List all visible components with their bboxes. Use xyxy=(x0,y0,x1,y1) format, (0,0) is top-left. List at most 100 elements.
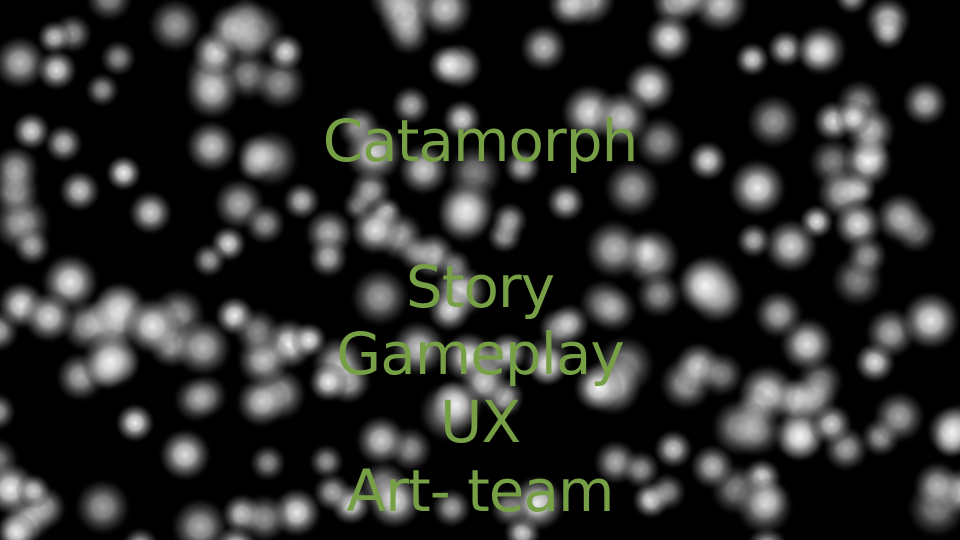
menu-item[interactable]: Art- team xyxy=(346,457,614,525)
bokeh-blob xyxy=(728,402,786,459)
bokeh-blob xyxy=(239,127,302,190)
bokeh-blob xyxy=(0,511,37,540)
bokeh-blob xyxy=(633,269,684,320)
bokeh-blob xyxy=(674,255,735,316)
bokeh-blob xyxy=(589,284,639,335)
bokeh-blob xyxy=(306,236,350,280)
bokeh-blob xyxy=(696,350,746,399)
bokeh-blob xyxy=(182,61,242,122)
bokeh-blob xyxy=(171,375,221,425)
bokeh-blob xyxy=(15,472,52,509)
bokeh-blob xyxy=(35,19,73,56)
bokeh-blob xyxy=(871,388,927,445)
bokeh-blob xyxy=(348,203,403,257)
bokeh-blob xyxy=(42,123,85,165)
bokeh-blob xyxy=(833,0,871,16)
bokeh-blob xyxy=(225,0,288,62)
bokeh-blob xyxy=(104,154,143,193)
bokeh-blob xyxy=(243,202,287,246)
bokeh-blob xyxy=(0,391,18,432)
bokeh-blob xyxy=(789,372,840,423)
menu-item[interactable]: Gameplay xyxy=(336,320,624,388)
bokeh-blob xyxy=(761,216,820,276)
bokeh-blob xyxy=(234,374,289,430)
bokeh-blob xyxy=(547,301,592,345)
bokeh-blob xyxy=(426,43,471,88)
bokeh-blob xyxy=(79,328,143,392)
bokeh-blob xyxy=(348,265,412,329)
bokeh-blob xyxy=(83,71,121,109)
menu-item[interactable]: Story xyxy=(405,253,555,321)
bokeh-blob xyxy=(248,443,288,483)
bokeh-blob xyxy=(10,110,52,152)
bokeh-blob xyxy=(733,40,771,78)
bokeh-blob xyxy=(592,88,652,148)
bokeh-blob xyxy=(121,295,183,357)
bokeh-blob xyxy=(572,362,624,414)
bokeh-blob xyxy=(544,181,587,224)
bokeh-blob xyxy=(502,146,543,187)
bokeh-blob xyxy=(899,289,960,353)
bokeh-blob xyxy=(384,9,433,58)
bokeh-blob xyxy=(146,0,205,55)
bokeh-blob xyxy=(490,200,530,240)
bokeh-blob xyxy=(83,0,135,24)
bokeh-blob xyxy=(665,0,715,21)
bokeh-blob xyxy=(311,471,353,513)
bokeh-blob xyxy=(426,287,473,334)
bokeh-blob xyxy=(518,22,570,74)
bokeh-blob xyxy=(545,0,595,29)
bokeh-blob xyxy=(11,226,53,267)
bokeh-blob xyxy=(744,92,803,151)
bokeh-blob xyxy=(72,477,133,537)
bokeh-blob xyxy=(365,472,424,531)
bokeh-blob xyxy=(98,38,138,78)
bokeh-blob xyxy=(436,247,473,284)
bokeh-blob xyxy=(440,98,483,141)
bokeh-blob xyxy=(686,139,729,183)
bokeh-blob xyxy=(169,496,231,540)
bokeh-blob xyxy=(57,168,102,214)
bokeh-blob xyxy=(726,157,789,219)
bokeh-blob xyxy=(395,232,436,273)
bokeh-blob xyxy=(601,158,663,220)
bokeh-blob xyxy=(428,377,485,434)
bokeh-blob xyxy=(281,180,322,222)
menu-item[interactable]: UX xyxy=(439,388,521,456)
bokeh-blob xyxy=(21,289,77,345)
bokeh-blob xyxy=(238,492,291,540)
bokeh-blob xyxy=(157,426,213,483)
bokeh-blob xyxy=(232,306,283,357)
bokeh-blob xyxy=(126,189,174,237)
bokeh-blob xyxy=(834,99,873,138)
bokeh-blob xyxy=(734,221,773,260)
bokeh-blob xyxy=(733,474,796,537)
bokeh-blob xyxy=(171,316,234,379)
bokeh-blob xyxy=(643,12,696,65)
bokeh-blob xyxy=(435,176,499,240)
bokeh-blob xyxy=(872,190,928,246)
bokeh-blob xyxy=(389,84,432,127)
bokeh-blob xyxy=(183,118,240,175)
bokeh-blob xyxy=(34,48,79,92)
bokeh-blob xyxy=(911,459,960,511)
bokeh-blob xyxy=(620,448,662,491)
bokeh-blob xyxy=(900,78,950,128)
bokeh-blob xyxy=(869,14,907,52)
game-title: Catamorph xyxy=(322,107,639,175)
bokeh-blob xyxy=(396,142,452,198)
bokeh-blob xyxy=(752,288,805,341)
bokeh-blob xyxy=(114,402,156,444)
bokeh-blob xyxy=(796,29,841,74)
bokeh-blob xyxy=(652,428,695,471)
bokeh-blob xyxy=(844,233,889,278)
bokeh-blob xyxy=(389,318,448,378)
bokeh-blob xyxy=(190,241,228,279)
bokeh-blob xyxy=(307,361,350,404)
bokeh-blob xyxy=(582,217,646,281)
bokeh-blob xyxy=(488,486,531,529)
bokeh-blob xyxy=(0,143,42,195)
bokeh-blob xyxy=(353,413,409,468)
